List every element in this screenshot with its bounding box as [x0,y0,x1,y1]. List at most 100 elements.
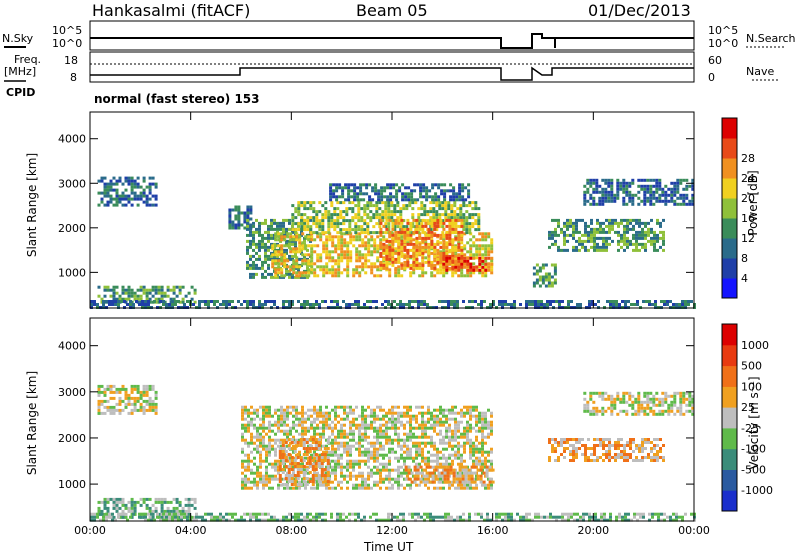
velocity-cell [349,444,352,448]
power-cell [387,213,391,217]
velocity-cell [355,417,358,421]
power-cell [397,221,401,225]
power-cell [252,236,255,240]
velocity-cell [325,405,328,409]
velocity-cell [277,459,280,463]
power-cell [445,254,449,258]
velocity-cell [484,441,487,445]
power-cell [643,202,647,206]
power-cell [409,248,413,252]
velocity-cell [478,447,481,451]
power-cell [535,272,539,276]
power-cell [438,201,442,205]
power-cell [333,222,337,226]
velocity-cell [322,429,325,433]
velocity-cell [379,480,382,484]
power-cell [133,294,137,298]
power-cell [289,268,293,272]
velocity-cell [268,477,271,481]
velocity-cell [124,393,128,397]
power-cell [345,210,349,214]
velocity-cell [403,426,406,430]
velocity-cell [475,483,478,487]
velocity-cell [304,483,307,487]
power-cell [638,236,641,240]
power-cell [408,303,411,306]
velocity-cell [304,420,307,424]
power-cell [462,225,466,229]
velocity-cell [184,497,188,501]
power-cell [400,235,404,239]
velocity-cell [436,459,439,463]
power-cell [402,225,406,229]
power-cell [622,202,626,206]
velocity-cell [373,411,376,415]
power-cell [321,225,325,229]
velocity-cell [304,486,307,490]
power-cell [553,269,557,273]
power-cell [133,194,137,198]
power-cell [373,247,377,251]
power-cell [460,259,464,263]
velocity-cell [301,429,304,433]
power-cell [436,268,440,272]
power-cell [432,207,436,211]
power-cell [252,275,255,279]
power-cell [445,262,449,266]
velocity-cell [262,408,265,412]
power-cell [300,263,303,267]
power-cell [109,194,113,198]
power-cell [445,241,449,245]
velocity-cell [334,441,337,445]
power-cell [436,257,440,261]
power-cell [399,210,403,214]
velocity-cell [394,411,397,415]
velocity-cell [346,450,349,454]
power-cell [442,238,446,242]
velocity-cell [139,503,143,507]
velocity-cell [106,387,110,391]
power-cell [340,238,344,242]
power-cell [555,300,558,303]
power-cell [367,250,371,254]
velocity-cell [442,420,445,424]
velocity-cell [391,447,394,451]
power-cell [619,181,623,185]
power-cell [616,196,620,200]
velocity-cell [361,477,364,481]
power-cell [377,189,381,193]
velocity-cell [307,429,310,433]
velocity-cell [460,444,463,448]
velocity-cell [349,438,352,442]
power-cell [477,303,480,306]
power-cell [649,199,653,203]
power-cell [548,230,551,234]
velocity-cell [421,450,424,454]
power-cell [270,300,273,303]
power-cell [337,259,341,263]
velocity-cell [278,453,282,456]
power-cell [418,248,422,252]
power-cell [328,253,332,257]
power-cell [90,300,93,303]
power-cell [387,228,391,232]
power-cell [605,218,608,222]
power-cell [415,224,419,228]
power-cell [345,207,349,211]
power-cell [612,300,615,303]
power-cell [309,204,313,208]
velocity-cell [250,417,253,421]
power-cell [647,230,650,234]
power-cell [249,211,253,215]
power-cell [360,225,364,229]
velocity-cell [361,435,364,439]
velocity-cell [484,417,487,421]
power-cell [106,285,110,289]
power-cell [420,207,424,211]
power-cell [658,181,662,185]
velocity-cell [427,405,430,409]
power-cell [480,300,483,303]
power-cell [249,227,252,231]
power-cell [554,233,557,237]
velocity-cell [247,462,250,466]
